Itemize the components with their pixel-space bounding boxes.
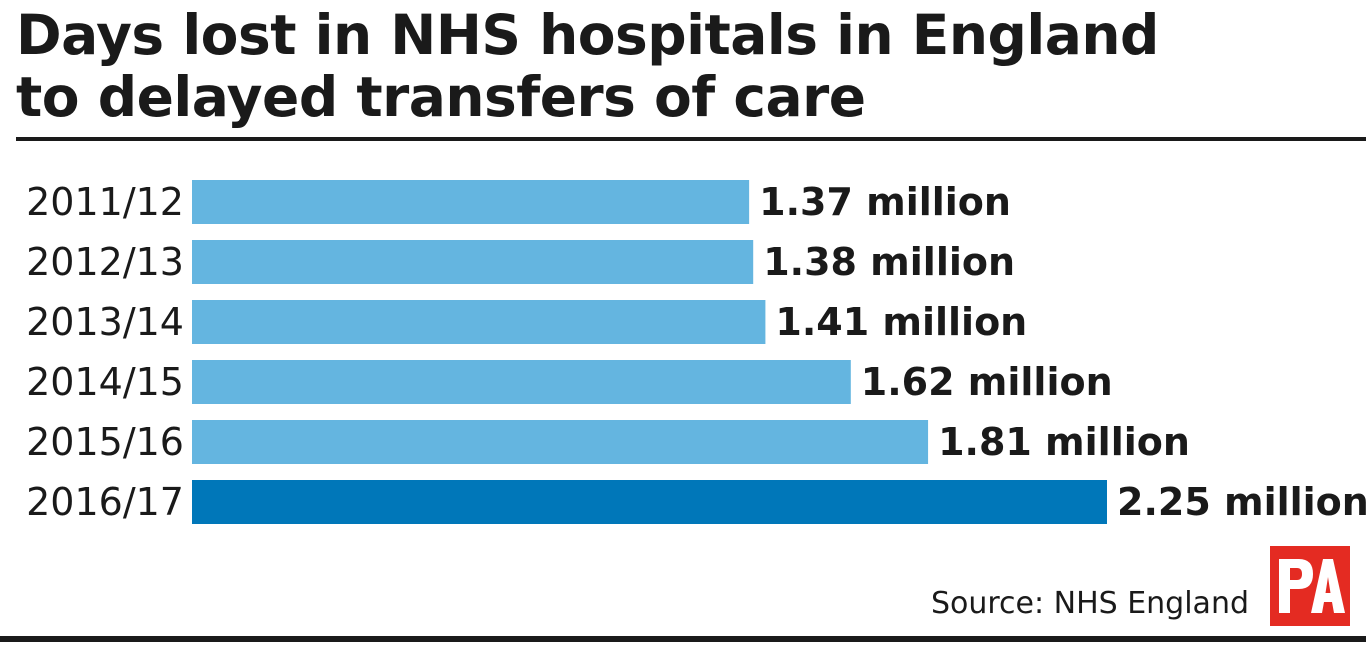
category-label: 2012/13	[26, 240, 184, 284]
bottom-divider	[0, 636, 1366, 642]
value-label: 1.38 million	[763, 240, 1015, 284]
bar-chart: 2011/12 1.37 million 2012/13 1.38 million 20…	[26, 180, 1366, 524]
pa-logo	[1270, 546, 1350, 626]
source-note: Source: NHS England	[930, 586, 1249, 621]
bar-2015-16	[192, 420, 929, 464]
category-label: 2014/15	[26, 360, 184, 404]
value-label: 1.62 million	[861, 360, 1113, 404]
category-label: 2015/16	[26, 420, 184, 464]
category-label: 2016/17	[26, 480, 184, 524]
bar-2013-14	[192, 300, 766, 344]
chart-title-line-1: Days lost in NHS hospitals in England	[16, 3, 1159, 67]
bar-2012-13	[192, 240, 754, 284]
value-label: 1.81 million	[938, 420, 1190, 464]
value-label: 1.41 million	[775, 300, 1027, 344]
pa-logo-lettering	[1279, 559, 1345, 613]
value-label: 1.37 million	[759, 180, 1011, 224]
top-divider	[16, 137, 1366, 141]
category-label: 2013/14	[26, 300, 184, 344]
bar-2016-17	[192, 480, 1107, 524]
category-label: 2011/12	[26, 180, 184, 224]
bar-2011-12	[192, 180, 750, 224]
chart-title: Days lost in NHS hospitals in England to…	[16, 4, 1346, 128]
bar-2014-15	[192, 360, 851, 404]
value-label: 2.25 million	[1117, 480, 1366, 524]
chart-title-line-2: to delayed transfers of care	[16, 65, 866, 129]
